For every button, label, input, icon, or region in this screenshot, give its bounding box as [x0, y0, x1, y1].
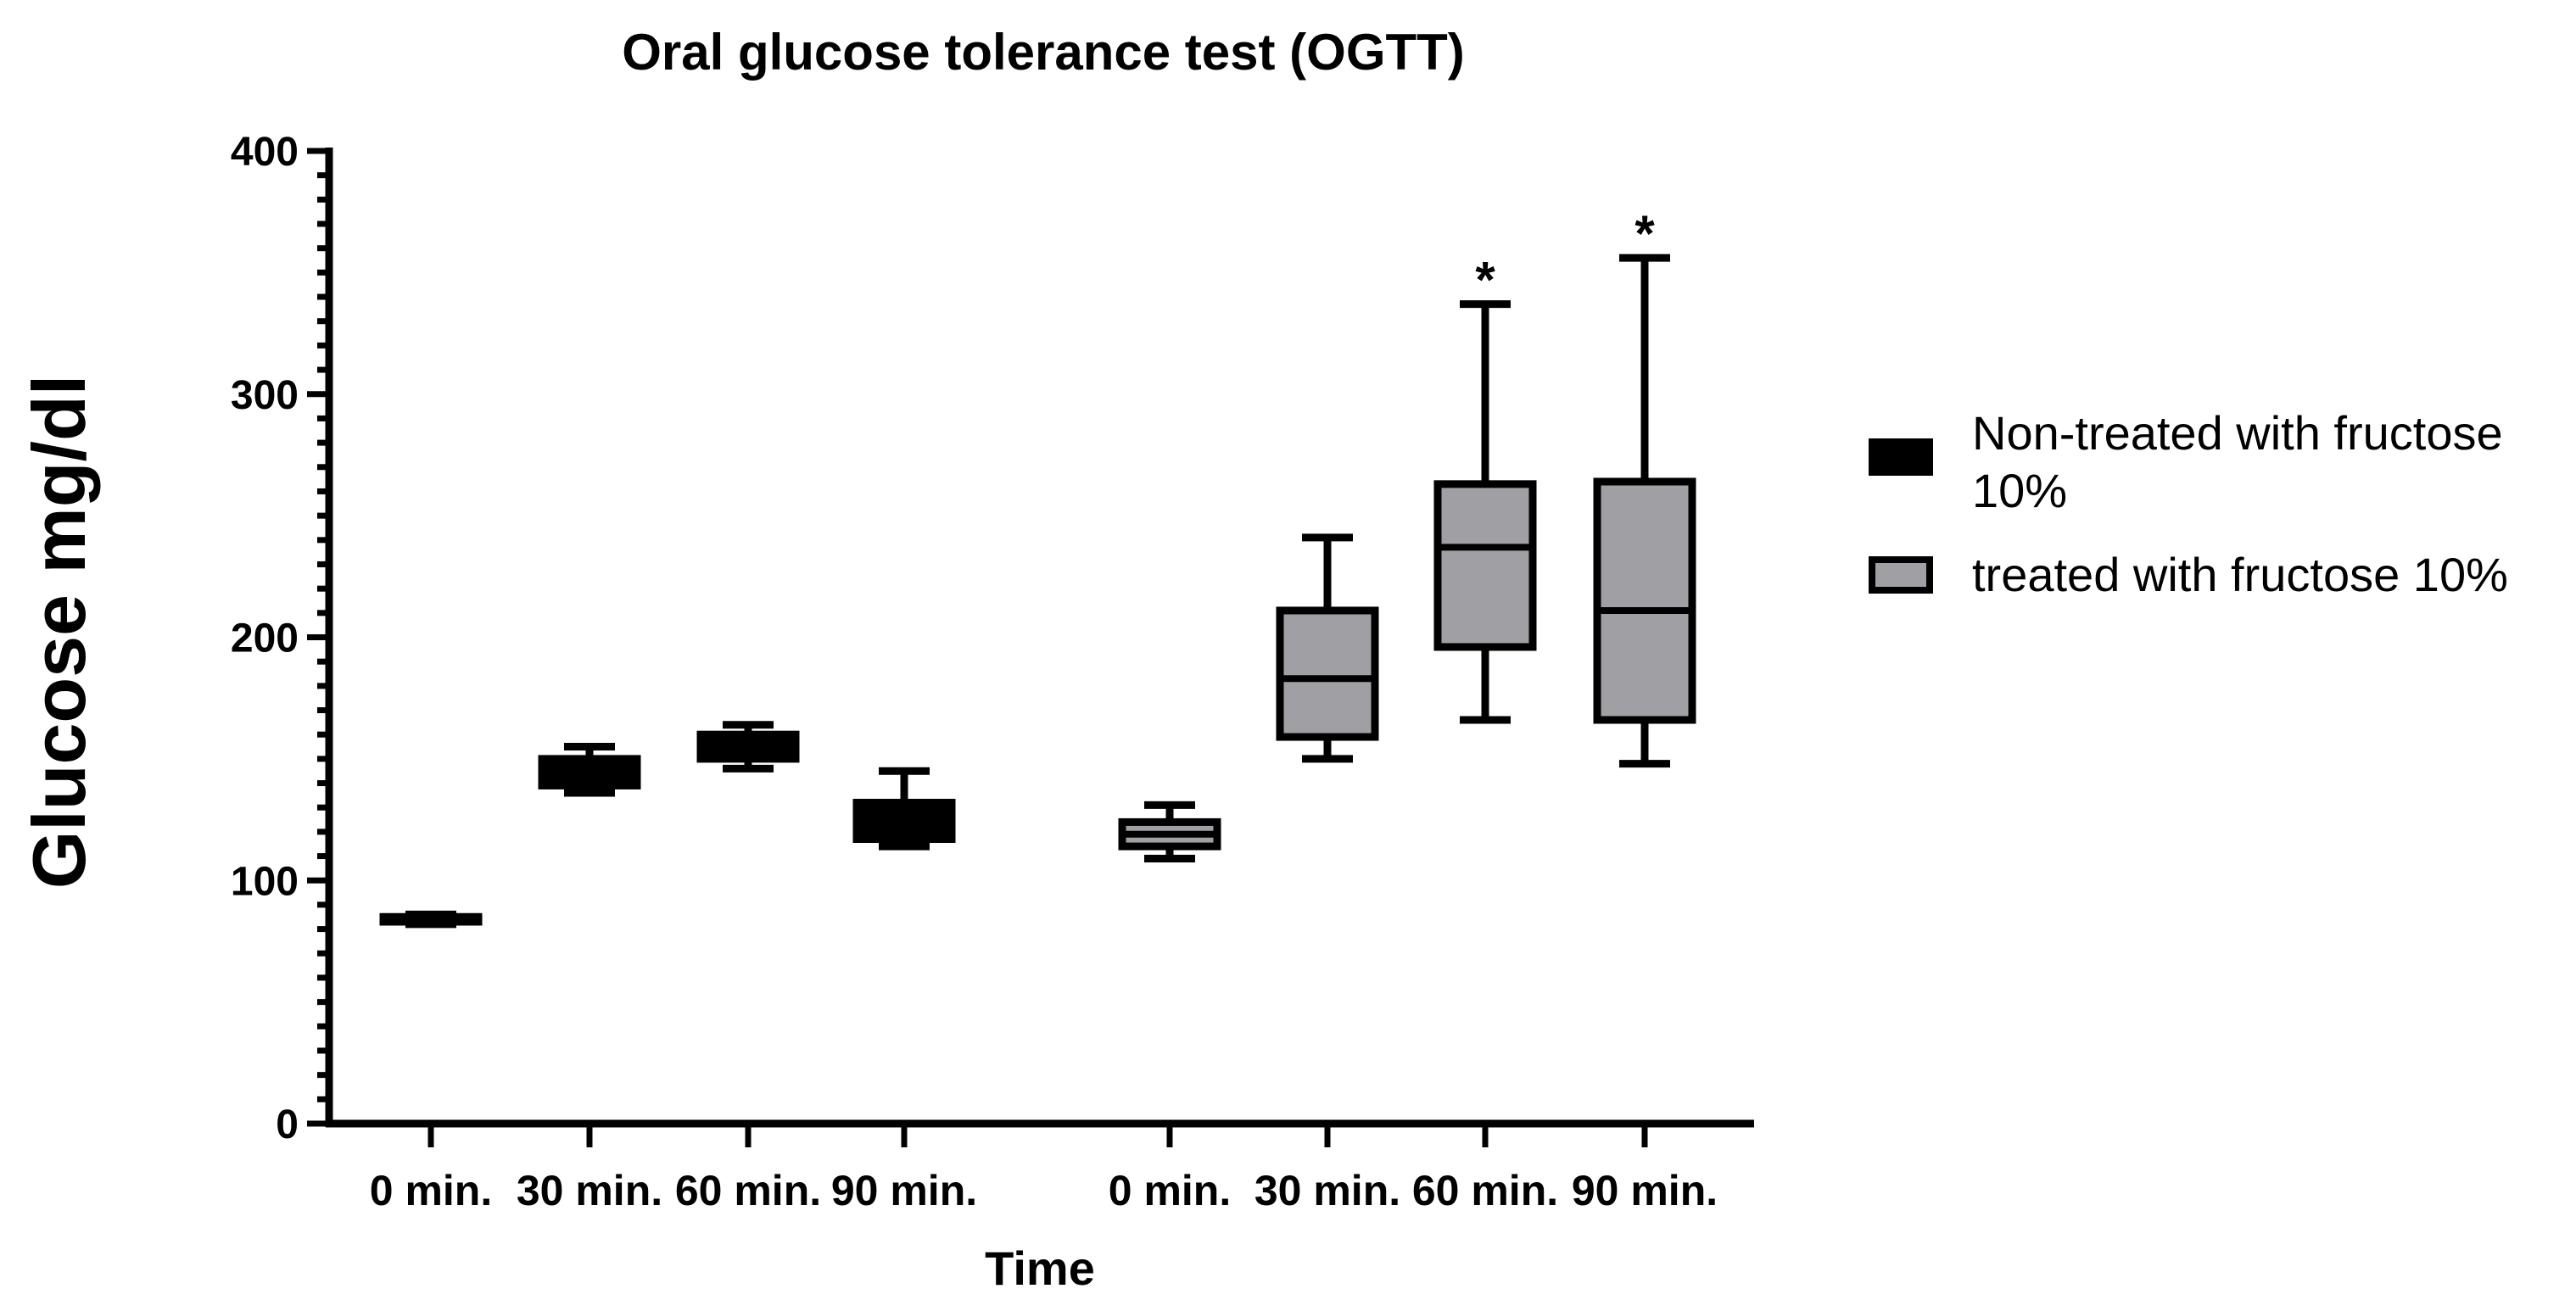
x-category-label: 30 min.	[1254, 1167, 1400, 1214]
y-axis: 0 100 200 300 400	[231, 130, 333, 1147]
box	[1433, 480, 1537, 651]
x-category-label: 90 min.	[831, 1167, 977, 1214]
box-plot: *	[1593, 205, 1696, 768]
y-tick-label: 200	[231, 616, 299, 661]
legend-swatch-non-treated	[1869, 438, 1933, 476]
y-tick-label: 100	[231, 859, 299, 904]
x-category-label: 0 min.	[1109, 1167, 1231, 1214]
legend: Non-treated with fructose 10% treated wi…	[1869, 406, 2508, 601]
legend-label-treated: treated with fructose 10%	[1972, 548, 2508, 601]
box	[1593, 477, 1696, 724]
box-plot	[696, 721, 800, 773]
legend-label-non-treated-line2: 10%	[1972, 464, 2067, 517]
legend-label-non-treated-line1: Non-treated with fructose	[1972, 406, 2503, 460]
x-category-label: 30 min.	[517, 1167, 662, 1214]
box-plots: **	[379, 205, 1696, 929]
x-axis-label: Time	[985, 1241, 1095, 1295]
y-tick-label: 0	[276, 1102, 299, 1147]
x-category-label: 60 min.	[675, 1167, 821, 1214]
box-plot	[379, 910, 483, 929]
x-category-label: 90 min.	[1572, 1167, 1718, 1214]
y-tick-label: 400	[231, 130, 299, 175]
box	[1276, 606, 1379, 741]
y-axis-label: Glucose mg/dl	[17, 375, 101, 889]
chart-title: Oral glucose tolerance test (OGTT)	[622, 24, 1465, 81]
y-tick-label: 300	[231, 373, 299, 418]
x-category-label: 60 min.	[1412, 1167, 1558, 1214]
box-plot	[852, 767, 956, 851]
box-plot	[538, 743, 641, 797]
box-plot: *	[1433, 252, 1537, 724]
legend-swatch-treated	[1869, 556, 1933, 594]
x-category-label: 0 min.	[370, 1167, 492, 1214]
box-plot	[1118, 801, 1221, 862]
x-axis: 0 min. 30 min. 60 min. 90 min. 0 min. 30 min.…	[326, 1119, 1754, 1214]
significance-annotation: *	[1475, 252, 1495, 309]
box-plot	[1276, 533, 1379, 763]
significance-annotation: *	[1634, 205, 1655, 262]
